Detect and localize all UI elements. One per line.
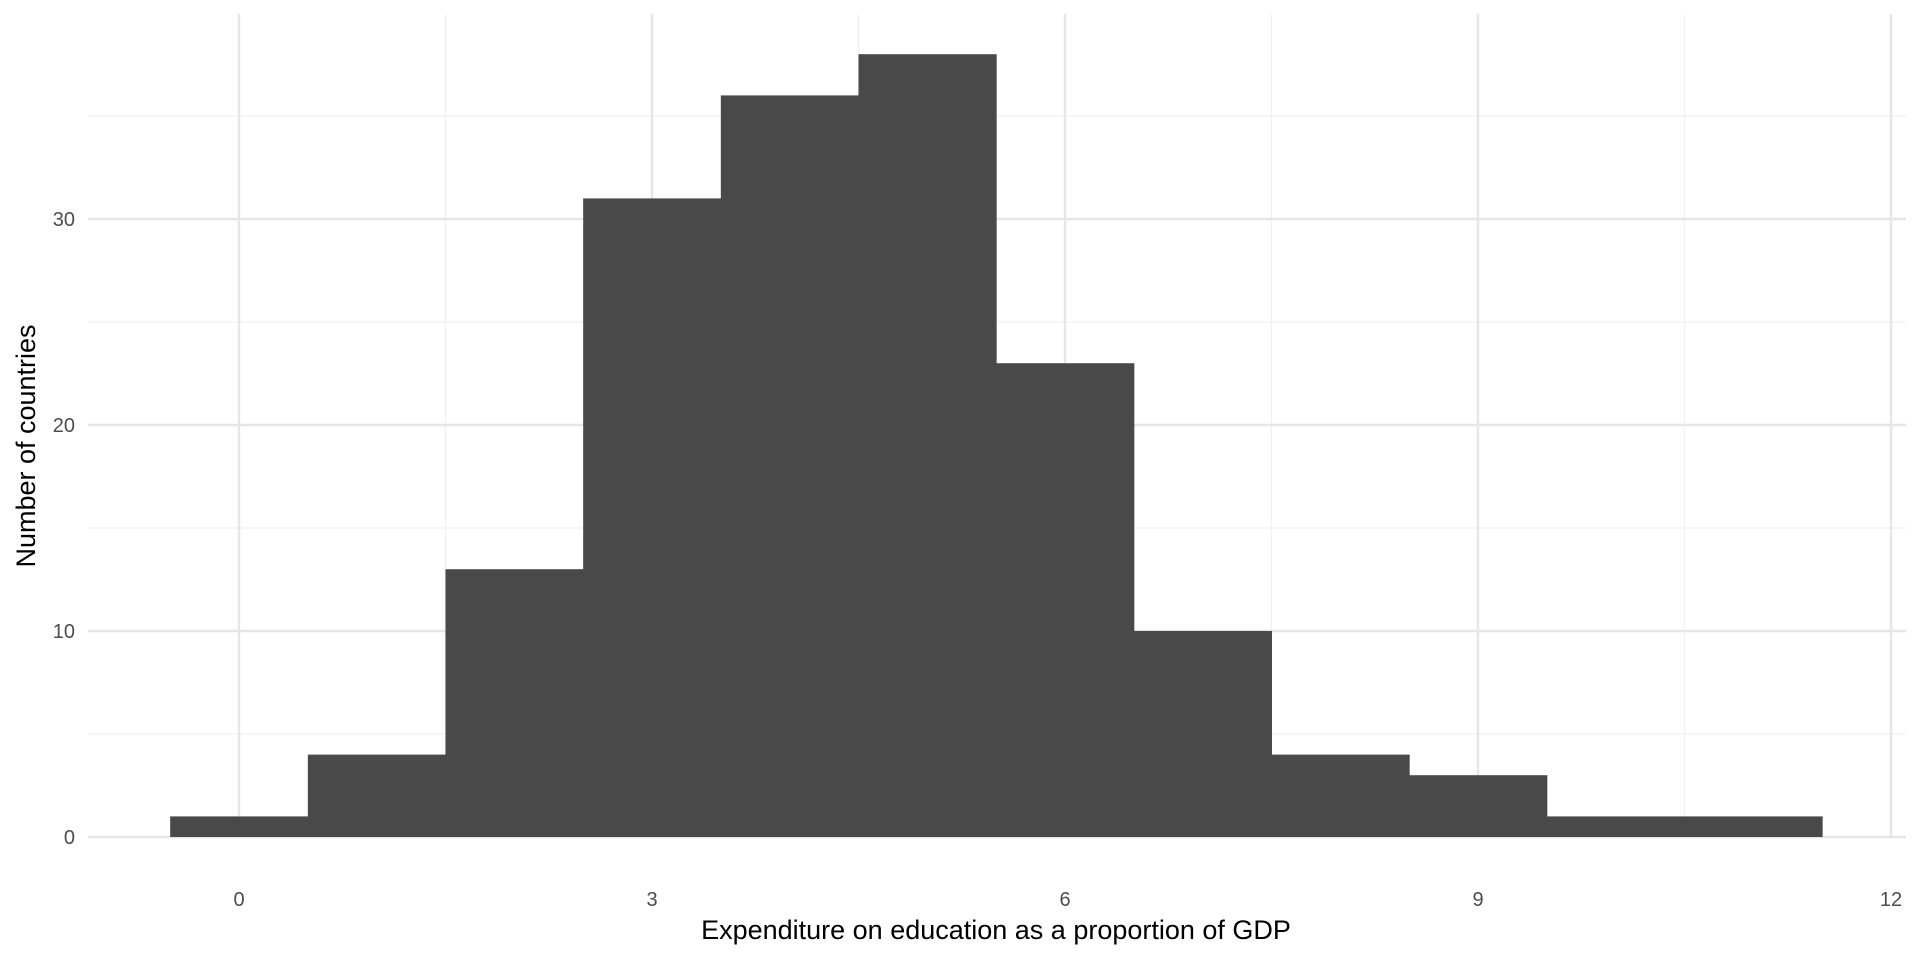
x-tick-label: 3 (646, 889, 657, 911)
histogram-bar (307, 754, 446, 837)
histogram-bar (1409, 775, 1548, 837)
x-tick-label: 0 (233, 889, 244, 911)
histogram-bar (996, 363, 1135, 837)
x-tick-label: 12 (1880, 889, 1902, 911)
y-axis-tick-labels: 0 10 20 30 (53, 209, 75, 849)
histogram-bar (858, 54, 997, 837)
y-tick-label: 20 (53, 415, 75, 437)
y-tick-label: 0 (64, 827, 75, 849)
histogram-bar (720, 95, 859, 837)
x-tick-label: 9 (1472, 889, 1483, 911)
y-tick-label: 10 (53, 621, 75, 643)
histogram-bar (1546, 816, 1685, 837)
histogram-bar (1684, 816, 1823, 837)
histogram-bar (1271, 754, 1410, 837)
histogram-bars (170, 54, 1823, 837)
x-axis-title: Expenditure on education as a proportion… (701, 915, 1291, 945)
histogram-bar (445, 569, 584, 837)
histogram-bar (1133, 631, 1272, 837)
histogram-bar (583, 198, 722, 837)
x-tick-label: 6 (1059, 889, 1070, 911)
histogram-bar (170, 816, 309, 837)
y-axis-title: Number of countries (11, 324, 41, 567)
y-tick-label: 30 (53, 209, 75, 231)
x-axis-tick-labels: 0 3 6 9 12 (233, 889, 1902, 911)
